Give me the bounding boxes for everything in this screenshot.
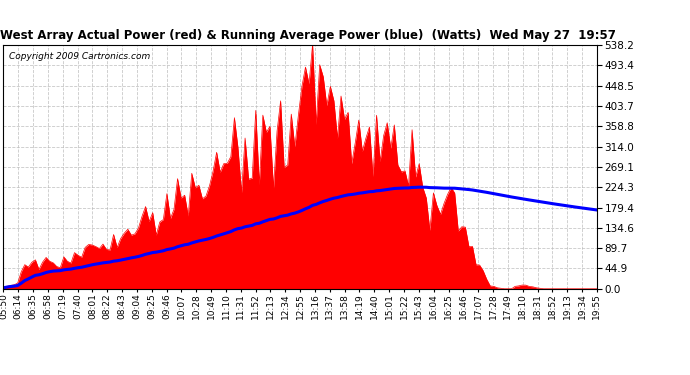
Text: West Array Actual Power (red) & Running Average Power (blue)  (Watts)  Wed May 2: West Array Actual Power (red) & Running … — [1, 30, 616, 42]
Text: Copyright 2009 Cartronics.com: Copyright 2009 Cartronics.com — [10, 53, 150, 61]
